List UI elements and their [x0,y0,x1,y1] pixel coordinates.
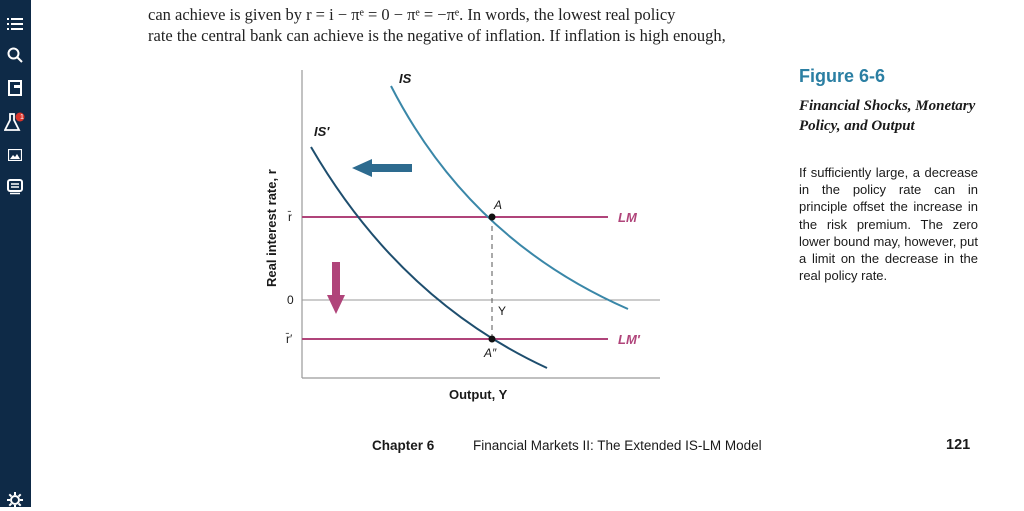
point-label-y: Y [498,304,506,318]
footer-chapter: Chapter 6 [372,438,435,453]
series-label-lm: LM [618,210,638,225]
figure-subtitle: Financial Shocks, Monetary Policy, and O… [799,98,976,134]
y-tick-r-bar-prime: r̄′ [285,332,293,346]
notification-badge: 1 [20,114,24,121]
list-icon[interactable] [4,13,26,35]
image-icon[interactable] [4,144,26,166]
is-prime-curve [310,146,548,369]
body-text-line-1: can achieve is given by r = i − πᵉ = 0 −… [148,5,676,24]
point-label-a: A [493,198,502,212]
body-text-line-2: rate the central bank can achieve is the… [148,26,726,45]
x-axis-label: Output, Y [449,387,508,402]
y-axis-label: Real interest rate, r [264,169,279,287]
y-tick-zero: 0 [287,293,294,307]
point-a-double-prime [488,335,496,343]
search-icon[interactable] [4,44,26,66]
bookmark-icon[interactable] [4,77,26,99]
chat-icon[interactable] [4,176,26,198]
figure-title: Figure 6-6 [799,66,886,86]
down-arrow-icon [327,262,345,314]
series-label-lm-prime: LM′ [618,332,641,347]
sidebar: 1 [0,0,31,508]
figure-caption: If sufficiently large, a decrease in the… [799,165,978,284]
flask-icon[interactable]: 1 [4,111,26,133]
footer-chapter-title: Financial Markets II: The Extended IS-LM… [473,438,762,453]
point-a [488,213,496,221]
point-label-a-double-prime: A″ [483,346,497,360]
series-label-is: IS [399,71,412,86]
y-tick-r-bar: r̄ [287,210,292,224]
page-number: 121 [946,437,971,453]
is-curve [390,85,629,310]
left-arrow-icon [352,159,412,177]
series-label-is-prime: IS′ [314,124,330,139]
